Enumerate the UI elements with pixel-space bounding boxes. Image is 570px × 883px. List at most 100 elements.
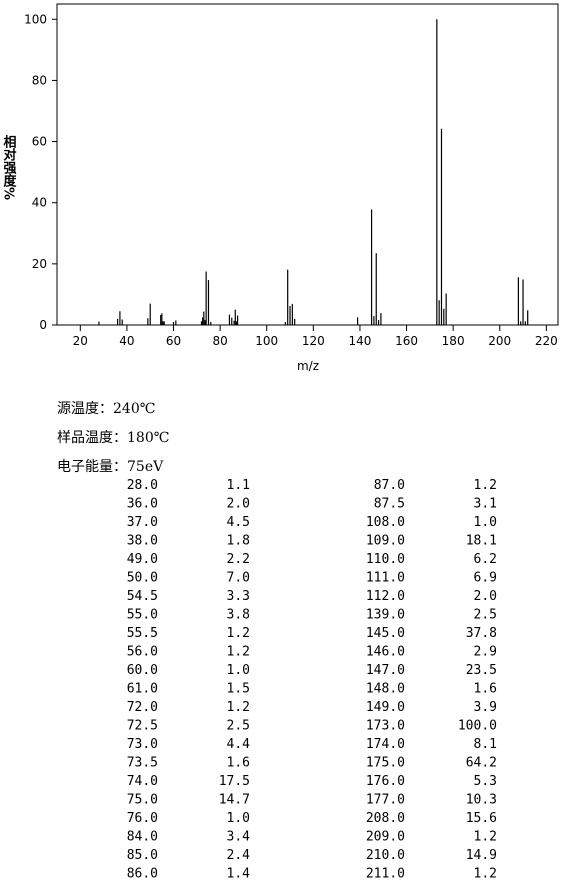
intensity-cell: 15.6 [466,811,497,826]
intensity-cell: 1.2 [474,867,497,880]
mz-cell: 145.0 [366,626,405,641]
x-tick-label: 60 [166,334,181,348]
mz-cell: 36.0 [127,497,158,512]
mz-cell: 84.0 [127,830,158,845]
intensity-cell: 1.2 [227,645,250,660]
intensity-cell: 2.4 [227,848,251,863]
mz-cell: 209.0 [366,830,405,845]
mz-cell: 111.0 [366,571,405,586]
mz-cell: 56.0 [127,645,158,660]
x-tick-label: 120 [302,334,325,348]
mz-cell: 54.5 [127,589,158,604]
intensity-cell: 1.0 [227,663,250,678]
mz-cell: 73.5 [127,756,158,771]
mz-cell: 50.0 [127,571,158,586]
mz-cell: 148.0 [366,682,405,697]
mz-cell: 109.0 [366,534,405,549]
intensity-cell: 100.0 [458,719,497,734]
mz-cell: 49.0 [127,552,158,567]
mz-cell: 176.0 [366,774,405,789]
intensity-cell: 3.4 [227,830,251,845]
mz-cell: 37.0 [127,515,158,530]
intensity-cell: 6.2 [474,552,497,567]
mz-cell: 74.0 [127,774,158,789]
intensity-cell: 10.3 [466,793,497,808]
plot-frame [56,3,559,326]
mz-cell: 173.0 [366,719,405,734]
mz-cell: 38.0 [127,534,158,549]
intensity-cell: 4.5 [227,515,250,530]
intensity-cell: 1.2 [227,700,250,715]
intensity-cell: 1.5 [227,682,250,697]
intensity-cell: 8.1 [474,737,497,752]
mz-cell: 55.0 [127,608,158,623]
mz-cell: 149.0 [366,700,405,715]
mz-cell: 72.5 [127,719,158,734]
intensity-cell: 1.6 [474,682,497,697]
intensity-cell: 6.9 [474,571,497,586]
intensity-cell: 1.0 [227,811,250,826]
mz-cell: 146.0 [366,645,405,660]
condition: 源温度：240℃ [57,401,155,417]
x-axis-label: m/z [297,359,319,373]
intensity-cell: 23.5 [466,663,497,678]
x-tick-label: 140 [348,334,371,348]
mz-cell: 211.0 [366,867,405,880]
intensity-cell: 3.8 [227,608,250,623]
mz-cell: 110.0 [366,552,405,567]
intensity-cell: 18.1 [466,534,497,549]
x-tick-label: 160 [395,334,418,348]
mz-cell: 87.0 [374,478,405,493]
intensity-cell: 1.2 [474,478,497,493]
y-tick-label: 80 [32,73,47,87]
mz-cell: 73.0 [127,737,158,752]
mz-cell: 55.5 [127,626,158,641]
mz-cell: 72.0 [127,700,158,715]
intensity-cell: 2.5 [227,719,250,734]
intensity-cell: 37.8 [466,626,497,641]
condition: 电子能量：75eV [57,459,164,475]
intensity-cell: 1.2 [227,626,250,641]
mz-cell: 87.5 [374,497,405,512]
mz-cell: 174.0 [366,737,405,752]
y-tick-label: 40 [32,196,47,210]
intensity-cell: 2.2 [227,552,250,567]
mz-cell: 60.0 [127,663,158,678]
x-tick-label: 20 [73,334,88,348]
intensity-cell: 2.5 [474,608,497,623]
intensity-cell: 2.9 [474,645,497,660]
y-axis-label: 相对强度% [1,134,17,200]
mz-cell: 147.0 [366,663,405,678]
intensity-cell: 7.0 [227,571,250,586]
mz-cell: 75.0 [127,793,158,808]
mz-cell: 108.0 [366,515,405,530]
mz-cell: 76.0 [127,811,158,826]
intensity-cell: 1.4 [227,867,251,880]
mz-cell: 139.0 [366,608,405,623]
x-tick-label: 200 [488,334,511,348]
intensity-cell: 14.9 [466,848,497,863]
intensity-cell: 3.3 [227,589,250,604]
intensity-cell: 2.0 [227,497,250,512]
x-tick-label: 180 [442,334,465,348]
intensity-cell: 1.6 [227,756,250,771]
intensity-cell: 1.1 [227,478,250,493]
intensity-cell: 4.4 [227,737,251,752]
mz-cell: 86.0 [127,867,158,880]
intensity-cell: 64.2 [466,756,497,771]
mz-cell: 208.0 [366,811,405,826]
mz-cell: 112.0 [366,589,405,604]
intensity-cell: 3.1 [474,497,497,512]
mz-cell: 28.0 [127,478,158,493]
intensity-cell: 5.3 [474,774,497,789]
x-tick-label: 100 [255,334,278,348]
intensity-cell: 17.5 [219,774,250,789]
condition: 样品温度：180℃ [57,430,169,446]
y-tick-label: 20 [32,257,47,271]
intensity-cell: 1.8 [227,534,250,549]
intensity-cell: 1.2 [474,830,497,845]
intensity-cell: 14.7 [219,793,250,808]
mz-cell: 177.0 [366,793,405,808]
mz-cell: 210.0 [366,848,405,863]
